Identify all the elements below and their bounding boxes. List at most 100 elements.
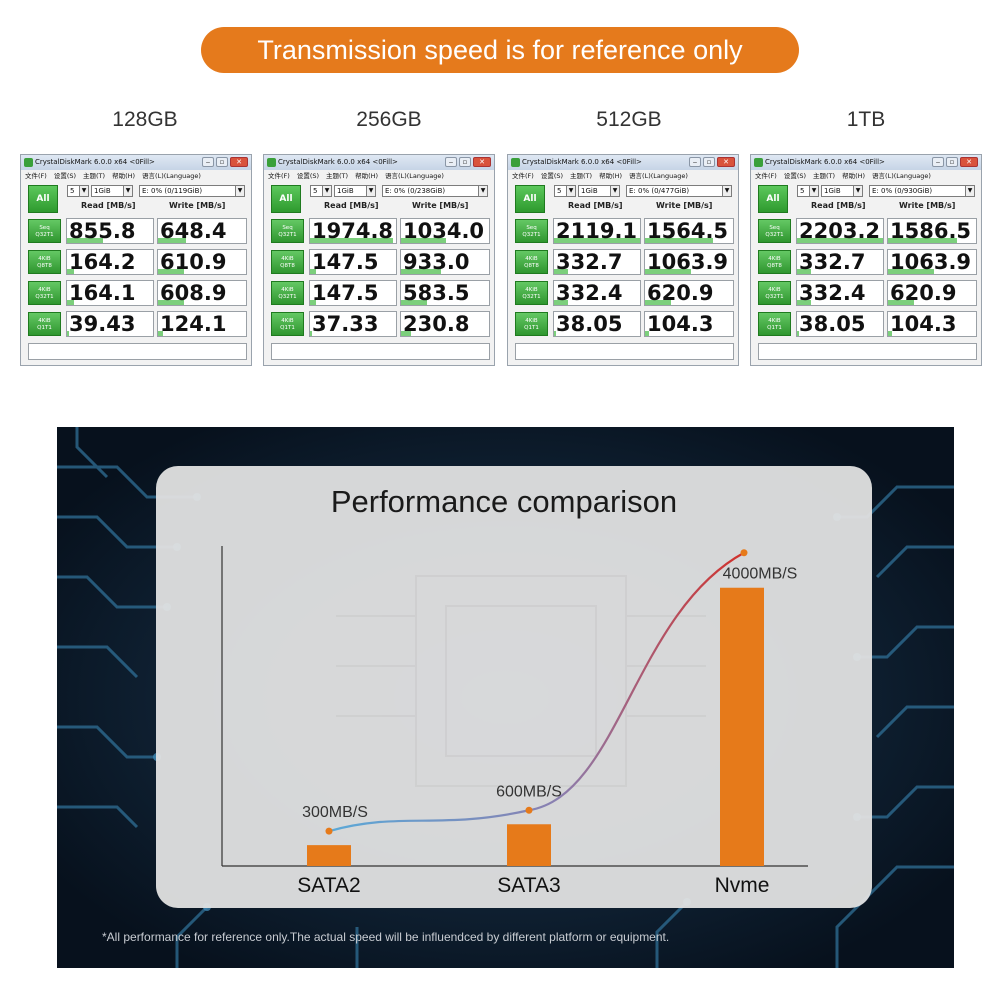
write-fill-bar xyxy=(645,331,650,336)
test-button[interactable]: 4KiB Q1T1 xyxy=(28,312,61,336)
drive-value: E: 0% (0/930GiB) xyxy=(872,187,933,195)
menu-item[interactable]: 帮助(H) xyxy=(842,172,866,180)
minimize-button[interactable]: ‒ xyxy=(689,157,701,167)
read-value: 1974.8 xyxy=(312,219,394,243)
drive-select[interactable]: E: 0% (0/930GiB) ▼ xyxy=(869,185,975,197)
read-fill-bar xyxy=(797,238,883,243)
minimize-button[interactable]: ‒ xyxy=(932,157,944,167)
close-button[interactable]: ✕ xyxy=(960,157,978,167)
menu-item[interactable]: 语言(L)(Language) xyxy=(142,172,201,180)
test-button[interactable]: 4KiB Q1T1 xyxy=(758,312,791,336)
drive-select[interactable]: E: 0% (0/119GiB) ▼ xyxy=(139,185,245,197)
menu-item[interactable]: 帮助(H) xyxy=(112,172,136,180)
test-button[interactable]: 4KiB Q32T1 xyxy=(271,281,304,305)
comment-field[interactable] xyxy=(758,343,977,360)
menu-item[interactable]: 主题(T) xyxy=(83,172,106,180)
drive-select[interactable]: E: 0% (0/477GiB) ▼ xyxy=(626,185,732,197)
close-button[interactable]: ✕ xyxy=(230,157,248,167)
test-button[interactable]: Seq Q32T1 xyxy=(758,219,791,243)
test-label-line2: Q32T1 xyxy=(278,294,297,300)
restore-button[interactable]: ▫ xyxy=(216,157,228,167)
menu-item[interactable]: 主题(T) xyxy=(570,172,593,180)
size-select[interactable]: 1GiB ▼ xyxy=(334,185,376,197)
read-fill-bar xyxy=(67,269,74,274)
read-result: 1974.8 xyxy=(309,218,397,244)
test-button[interactable]: 4KiB Q8T8 xyxy=(515,250,548,274)
test-button[interactable]: 4KiB Q8T8 xyxy=(28,250,61,274)
test-label-line2: Q8T8 xyxy=(524,263,539,269)
comment-field[interactable] xyxy=(28,343,247,360)
read-fill-bar xyxy=(310,269,317,274)
benchmark-row: 4KiB Q32T1 332.4 620.9 xyxy=(758,280,977,306)
all-button[interactable]: All xyxy=(758,185,788,213)
menu-item[interactable]: 设置(S) xyxy=(783,172,807,180)
write-fill-bar xyxy=(645,269,691,274)
write-result: 104.3 xyxy=(887,311,977,337)
menu-item[interactable]: 设置(S) xyxy=(296,172,320,180)
write-fill-bar xyxy=(401,300,427,305)
test-button[interactable]: 4KiB Q32T1 xyxy=(28,281,61,305)
menu-item[interactable]: 语言(L)(Language) xyxy=(385,172,444,180)
read-value: 332.7 xyxy=(799,250,866,274)
read-fill-bar xyxy=(67,331,69,336)
restore-button[interactable]: ▫ xyxy=(946,157,958,167)
menu-item[interactable]: 文件(F) xyxy=(268,172,290,180)
drive-select[interactable]: E: 0% (0/238GiB) ▼ xyxy=(382,185,488,197)
write-result: 648.4 xyxy=(157,218,247,244)
minimize-button[interactable]: ‒ xyxy=(202,157,214,167)
test-button[interactable]: 4KiB Q1T1 xyxy=(515,312,548,336)
size-select[interactable]: 1GiB ▼ xyxy=(91,185,133,197)
reference-banner: Transmission speed is for reference only xyxy=(201,27,799,73)
runs-select[interactable]: 5 ▼ xyxy=(310,185,332,197)
all-button[interactable]: All xyxy=(28,185,58,213)
menu-item[interactable]: 语言(L)(Language) xyxy=(629,172,688,180)
test-button[interactable]: 4KiB Q1T1 xyxy=(271,312,304,336)
size-select[interactable]: 1GiB ▼ xyxy=(821,185,863,197)
footnote-text: *All performance for reference only.The … xyxy=(102,930,670,944)
test-button[interactable]: Seq Q32T1 xyxy=(515,219,548,243)
all-button[interactable]: All xyxy=(271,185,301,213)
size-select[interactable]: 1GiB ▼ xyxy=(578,185,620,197)
window-title: CrystalDiskMark 6.0.0 x64 <0Fill> xyxy=(765,158,885,166)
test-button[interactable]: 4KiB Q8T8 xyxy=(271,250,304,274)
test-button[interactable]: 4KiB Q32T1 xyxy=(758,281,791,305)
menu-item[interactable]: 主题(T) xyxy=(326,172,349,180)
write-value: 104.3 xyxy=(647,312,714,336)
window-titlebar: CrystalDiskMark 6.0.0 x64 <0Fill> ‒ ▫ ✕ xyxy=(21,155,251,170)
close-button[interactable]: ✕ xyxy=(473,157,491,167)
all-button[interactable]: All xyxy=(515,185,545,213)
test-label-line2: Q1T1 xyxy=(280,325,295,331)
chevron-down-icon: ▼ xyxy=(79,186,88,196)
size-value: 1GiB xyxy=(581,187,598,195)
benchmark-row: 4KiB Q8T8 332.7 1063.9 xyxy=(515,249,734,275)
test-label-line2: Q1T1 xyxy=(524,325,539,331)
size-value: 1GiB xyxy=(824,187,841,195)
value-label: 300MB/S xyxy=(302,804,368,821)
test-button[interactable]: 4KiB Q32T1 xyxy=(515,281,548,305)
test-label-line2: Q32T1 xyxy=(765,232,784,238)
menu-item[interactable]: 语言(L)(Language) xyxy=(872,172,931,180)
read-fill-bar xyxy=(554,238,640,243)
runs-select[interactable]: 5 ▼ xyxy=(797,185,819,197)
test-button[interactable]: Seq Q32T1 xyxy=(271,219,304,243)
menu-item[interactable]: 帮助(H) xyxy=(599,172,623,180)
menu-item[interactable]: 设置(S) xyxy=(540,172,564,180)
restore-button[interactable]: ▫ xyxy=(459,157,471,167)
close-button[interactable]: ✕ xyxy=(717,157,735,167)
menu-item[interactable]: 设置(S) xyxy=(53,172,77,180)
test-button[interactable]: Seq Q32T1 xyxy=(28,219,61,243)
comment-field[interactable] xyxy=(515,343,734,360)
menu-item[interactable]: 文件(F) xyxy=(512,172,534,180)
menu-item[interactable]: 文件(F) xyxy=(755,172,777,180)
runs-select[interactable]: 5 ▼ xyxy=(67,185,89,197)
restore-button[interactable]: ▫ xyxy=(703,157,715,167)
comment-field[interactable] xyxy=(271,343,490,360)
menu-item[interactable]: 主题(T) xyxy=(813,172,836,180)
runs-select[interactable]: 5 ▼ xyxy=(554,185,576,197)
menu-item[interactable]: 帮助(H) xyxy=(355,172,379,180)
menu-bar: 文件(F) 设置(S) 主题(T) 帮助(H) 语言(L)(Language) xyxy=(264,170,494,182)
test-button[interactable]: 4KiB Q8T8 xyxy=(758,250,791,274)
menu-item[interactable]: 文件(F) xyxy=(25,172,47,180)
minimize-button[interactable]: ‒ xyxy=(445,157,457,167)
benchmark-row: 4KiB Q1T1 38.05 104.3 xyxy=(758,311,977,337)
